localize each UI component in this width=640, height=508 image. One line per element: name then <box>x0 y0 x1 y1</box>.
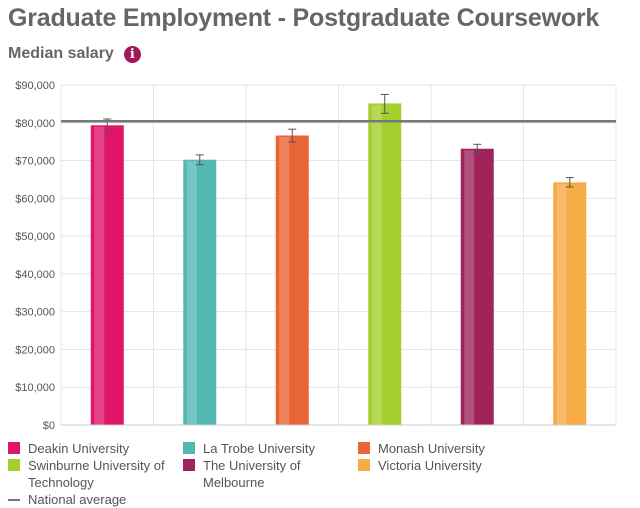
y-tick-label: $10,000 <box>15 382 55 394</box>
legend-item[interactable]: The University of Melbourne <box>183 457 353 491</box>
bar-highlight <box>186 161 197 425</box>
legend-label: Monash University <box>378 441 485 456</box>
bar-1 <box>183 159 217 426</box>
legend-item[interactable]: Swinburne University of Technology <box>8 457 178 491</box>
legend-item[interactable]: National average <box>8 491 178 508</box>
legend-item[interactable]: Victoria University <box>358 457 528 474</box>
bar-chart: $0 $10,000 $20,000 $30,000 $40,000 $50,000 $60… <box>15 80 617 432</box>
y-tick-label: $90,000 <box>15 80 55 92</box>
legend-line-icon <box>8 499 20 501</box>
bar-highlight <box>371 104 382 425</box>
info-icon[interactable]: i <box>123 45 141 63</box>
y-tick-label: $0 <box>43 420 55 432</box>
legend-swatch <box>183 459 195 471</box>
bar-2 <box>275 135 309 426</box>
y-tick-label: $20,000 <box>15 344 55 356</box>
y-tick-label: $70,000 <box>15 156 55 168</box>
y-tick-label: $30,000 <box>15 307 55 319</box>
legend-swatch <box>8 442 20 454</box>
page-title: Graduate Employment - Postgraduate Cours… <box>8 4 600 32</box>
bar-3 <box>368 103 402 426</box>
bar-highlight <box>94 126 105 426</box>
chart-subtitle: Median salary i <box>8 45 141 63</box>
y-tick-label: $40,000 <box>15 269 55 281</box>
legend-item[interactable]: Monash University <box>358 440 528 457</box>
bar-0 <box>90 125 124 426</box>
bar-highlight <box>279 137 290 425</box>
legend-label: Victoria University <box>378 458 482 473</box>
legend-item[interactable]: Deakin University <box>8 440 178 457</box>
bar-4 <box>460 148 494 426</box>
bar-highlight <box>464 150 475 425</box>
legend-label: Swinburne University of Technology <box>28 458 165 490</box>
y-tick-label: $80,000 <box>15 118 55 130</box>
legend-swatch <box>183 442 195 454</box>
subtitle-text: Median salary <box>8 45 114 62</box>
legend-swatch <box>358 459 370 471</box>
legend-label: National average <box>28 492 127 507</box>
bar-highlight <box>556 183 567 425</box>
legend-label: La Trobe University <box>203 441 315 456</box>
legend-item[interactable]: La Trobe University <box>183 440 353 457</box>
legend-label: The University of Melbourne <box>203 458 301 490</box>
legend-swatch <box>358 442 370 454</box>
y-tick-label: $50,000 <box>15 231 55 243</box>
y-tick-label: $60,000 <box>15 193 55 205</box>
legend-swatch <box>8 459 20 471</box>
legend-label: Deakin University <box>28 441 130 456</box>
